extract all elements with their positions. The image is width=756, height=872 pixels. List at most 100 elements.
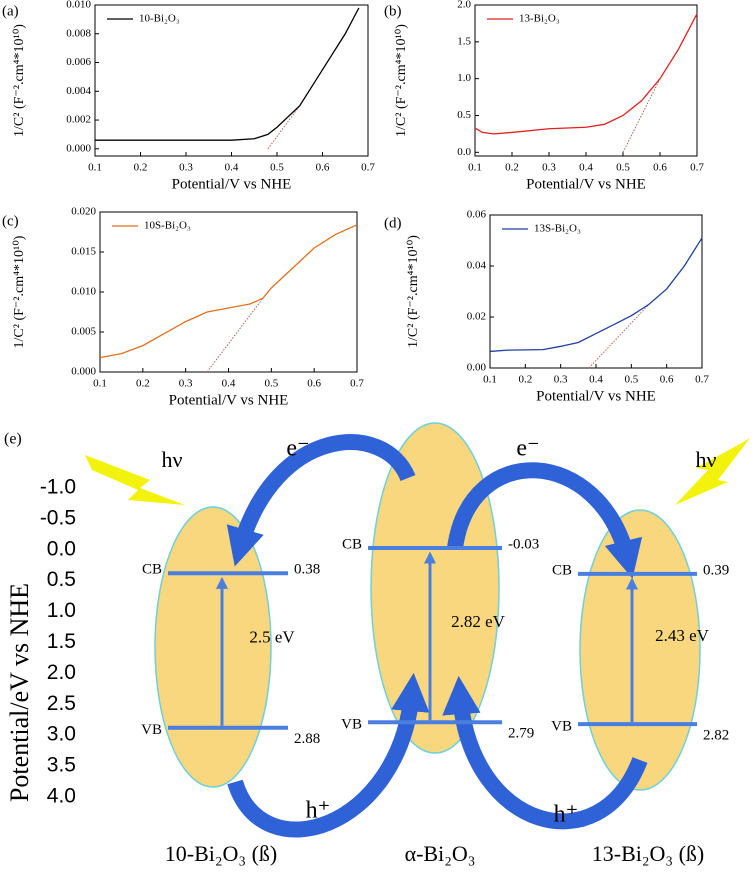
x-tick-label: 0.2 bbox=[518, 374, 532, 386]
panel-label: (c) bbox=[2, 213, 19, 229]
y-tick-label: 0.004 bbox=[66, 85, 91, 97]
band-name: CB bbox=[342, 536, 362, 552]
y-tick-label: 0.5 bbox=[457, 109, 471, 121]
panel-label: (b) bbox=[384, 3, 402, 19]
x-tick-label: 0.5 bbox=[270, 162, 284, 174]
electron-arrow bbox=[447, 462, 643, 579]
x-axis-label: Potential/V vs NHE bbox=[526, 176, 646, 192]
x-tick-label: 0.7 bbox=[690, 162, 704, 174]
material-label: 13-Bi₂O₃ (ß) bbox=[592, 841, 705, 866]
x-tick-label: 0.4 bbox=[579, 162, 593, 174]
y-tick-label: 0.0 bbox=[457, 146, 471, 158]
y-tick-label: 1.5 bbox=[457, 35, 471, 47]
band-value: 0.39 bbox=[703, 562, 729, 578]
material-label: α-Bi₂O₃ bbox=[405, 841, 476, 866]
y-axis-label: 1/C² (F⁻².cm⁴*10¹⁰) bbox=[12, 24, 27, 137]
y-axis-label: 1/C² (F⁻².cm⁴*10¹⁰) bbox=[12, 235, 27, 348]
tangent-line bbox=[622, 78, 661, 153]
x-tick-label: 0.7 bbox=[361, 162, 375, 174]
band-name: VB bbox=[341, 717, 362, 733]
band-value: 2.82 bbox=[703, 728, 729, 744]
x-tick-label: 0.3 bbox=[179, 378, 193, 390]
tangent-line bbox=[588, 303, 650, 369]
panel-label: (e) bbox=[4, 431, 22, 448]
x-tick-label: 0.2 bbox=[136, 378, 150, 390]
y-tick-label: 0.010 bbox=[71, 286, 96, 298]
y-tick-label: 0.04 bbox=[467, 260, 487, 272]
x-tick-label: 0.6 bbox=[653, 162, 667, 174]
gap-label: 2.43 eV bbox=[655, 626, 710, 645]
band-name: VB bbox=[141, 722, 162, 738]
y-tick-label: 4.0 bbox=[47, 785, 76, 808]
y-tick-label: 2.5 bbox=[47, 692, 76, 715]
y-tick-label: 0.008 bbox=[66, 27, 91, 39]
data-line bbox=[99, 224, 358, 359]
gap-label: 2.5 eV bbox=[249, 627, 295, 646]
y-axis-label: Potential/eV vs NHE bbox=[5, 583, 34, 802]
y-tick-label: 0.015 bbox=[71, 246, 96, 258]
x-tick-label: 0.4 bbox=[222, 378, 236, 390]
y-tick-label: 0.06 bbox=[467, 209, 487, 221]
band-name: CB bbox=[142, 562, 162, 578]
x-tick-label: 0.5 bbox=[616, 162, 630, 174]
gap-label: 2.82 eV bbox=[451, 612, 506, 631]
y-tick-label: 0.00 bbox=[467, 362, 487, 374]
x-tick-label: 0.3 bbox=[542, 162, 556, 174]
hole-label: h⁺ bbox=[554, 802, 579, 828]
x-tick-label: 0.4 bbox=[225, 162, 239, 174]
electron-label: e⁻ bbox=[286, 436, 309, 462]
y-tick-label: 0.000 bbox=[71, 366, 96, 378]
y-tick-label: 0.006 bbox=[66, 56, 91, 68]
band-value: 2.88 bbox=[294, 731, 320, 747]
tangent-line bbox=[206, 298, 264, 373]
y-tick-label: 0.5 bbox=[47, 568, 76, 591]
y-tick-label: 0.020 bbox=[71, 206, 96, 218]
plot-frame bbox=[94, 4, 369, 157]
material-label: 10-Bi₂O₃ (ß) bbox=[165, 841, 278, 866]
x-tick-label: 0.3 bbox=[554, 374, 568, 386]
x-tick-label: 0.2 bbox=[505, 162, 519, 174]
band-value: 2.79 bbox=[508, 726, 534, 742]
y-tick-label: 0.005 bbox=[71, 326, 96, 338]
y-tick-label: 1.5 bbox=[47, 630, 76, 653]
tangent-line bbox=[267, 105, 301, 150]
x-axis-label: Potential/V vs NHE bbox=[169, 392, 289, 408]
y-tick-label: -1.0 bbox=[40, 476, 76, 499]
light-bolt bbox=[85, 455, 185, 505]
y-tick-label: 0.000 bbox=[66, 142, 91, 154]
legend-label: 10-Bi₂O₃ bbox=[139, 13, 180, 25]
band-value: 0.38 bbox=[294, 562, 320, 578]
x-tick-label: 0.7 bbox=[350, 378, 364, 390]
y-tick-label: 3.0 bbox=[47, 723, 76, 746]
semiconductor bbox=[579, 509, 701, 791]
x-tick-label: 0.6 bbox=[316, 162, 330, 174]
semiconductor bbox=[370, 422, 500, 754]
x-tick-label: 0.1 bbox=[483, 374, 497, 386]
legend-label: 13S-Bi₂O₃ bbox=[534, 223, 581, 235]
data-line bbox=[489, 237, 703, 353]
band-name: VB bbox=[551, 719, 572, 735]
photon-label: hν bbox=[696, 447, 717, 472]
electron-arrow bbox=[226, 434, 416, 567]
band-name: CB bbox=[552, 562, 572, 578]
band-value: -0.03 bbox=[508, 536, 539, 552]
data-line bbox=[95, 7, 360, 141]
y-tick-label: 0.010 bbox=[66, 0, 91, 11]
plot-frame bbox=[489, 214, 703, 369]
hole-arrow bbox=[442, 675, 648, 830]
x-tick-label: 0.4 bbox=[589, 374, 603, 386]
panel-label: (a) bbox=[2, 3, 19, 19]
x-tick-label: 0.1 bbox=[468, 162, 482, 174]
y-tick-label: -0.5 bbox=[40, 506, 76, 529]
plot-frame bbox=[99, 211, 358, 373]
y-tick-label: 0.002 bbox=[66, 114, 91, 126]
semiconductor bbox=[154, 506, 272, 788]
y-tick-label: 0.0 bbox=[47, 537, 76, 560]
y-tick-label: 2.0 bbox=[47, 661, 76, 684]
x-tick-label: 0.2 bbox=[134, 162, 148, 174]
y-axis-label: 1/C² (F⁻².cm⁴*10¹⁰) bbox=[394, 24, 409, 137]
legend-label: 10S-Bi₂O₃ bbox=[144, 220, 191, 232]
electron-label: e⁻ bbox=[516, 436, 539, 462]
